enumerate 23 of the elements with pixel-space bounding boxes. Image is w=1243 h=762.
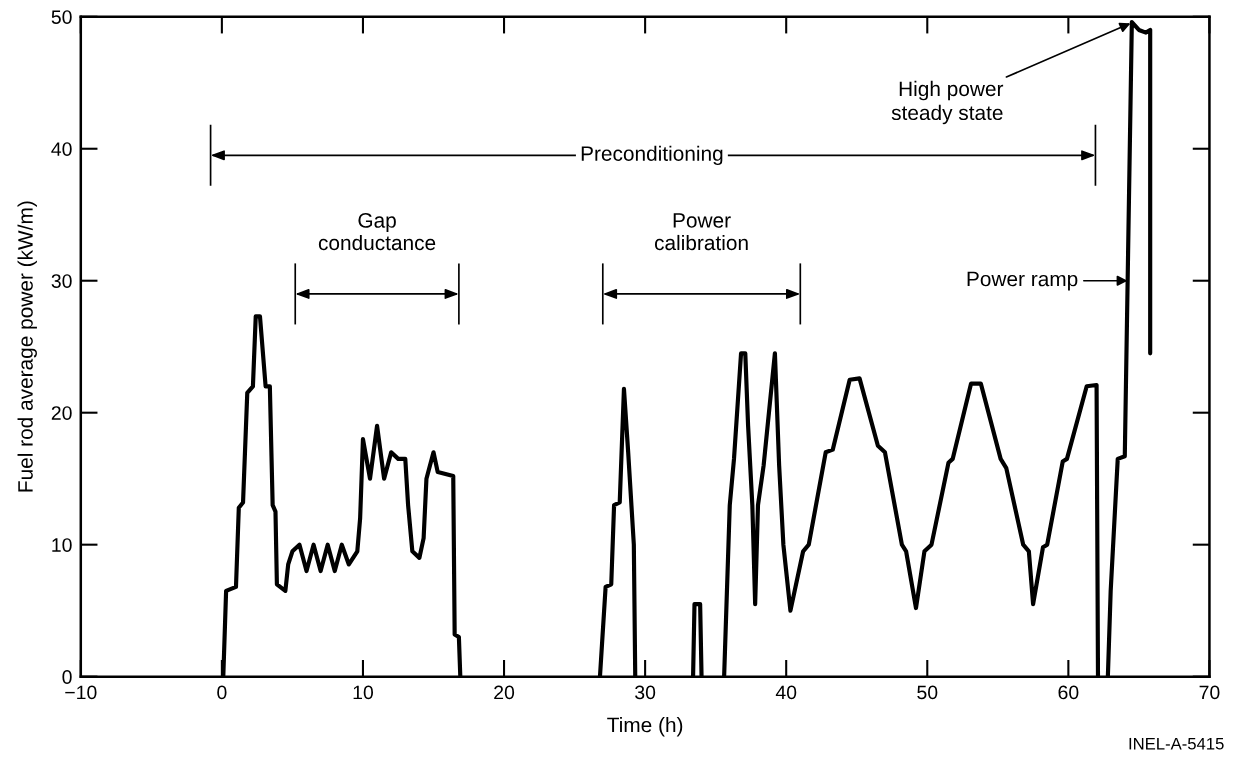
annotation: Power calibration bbox=[654, 213, 748, 251]
x-axis-title: Time (h) bbox=[607, 717, 683, 737]
x-tick-label: 10 bbox=[353, 685, 374, 700]
x-tick-label: 70 bbox=[1199, 685, 1220, 700]
text: INEL-A-5415 bbox=[1129, 737, 1224, 750]
x-tick-label: 50 bbox=[917, 685, 938, 700]
annotation: High power steady state bbox=[891, 80, 1004, 125]
y-tick-label: 20 bbox=[51, 406, 72, 420]
y-tick-label: 40 bbox=[51, 142, 72, 156]
annotation: Gap conductance bbox=[318, 213, 436, 251]
x-tick-label: 20 bbox=[494, 685, 515, 700]
x-tick-label: −10 bbox=[65, 685, 97, 700]
x-tick-label: 40 bbox=[775, 685, 797, 700]
x-tick-label: 0 bbox=[217, 685, 227, 700]
annotation: Power ramp bbox=[967, 271, 1078, 291]
x-tick-label: 30 bbox=[635, 685, 656, 700]
y-axis-title: Fuel rod average power (kW/m) bbox=[17, 201, 37, 492]
annotation: Preconditioning bbox=[581, 145, 723, 166]
y-tick-label: 30 bbox=[51, 274, 72, 288]
x-tick-label: 60 bbox=[1058, 685, 1079, 700]
y-tick-label: 0 bbox=[62, 670, 72, 684]
y-tick-label: 50 bbox=[51, 10, 72, 24]
y-tick-label: 10 bbox=[52, 538, 72, 552]
